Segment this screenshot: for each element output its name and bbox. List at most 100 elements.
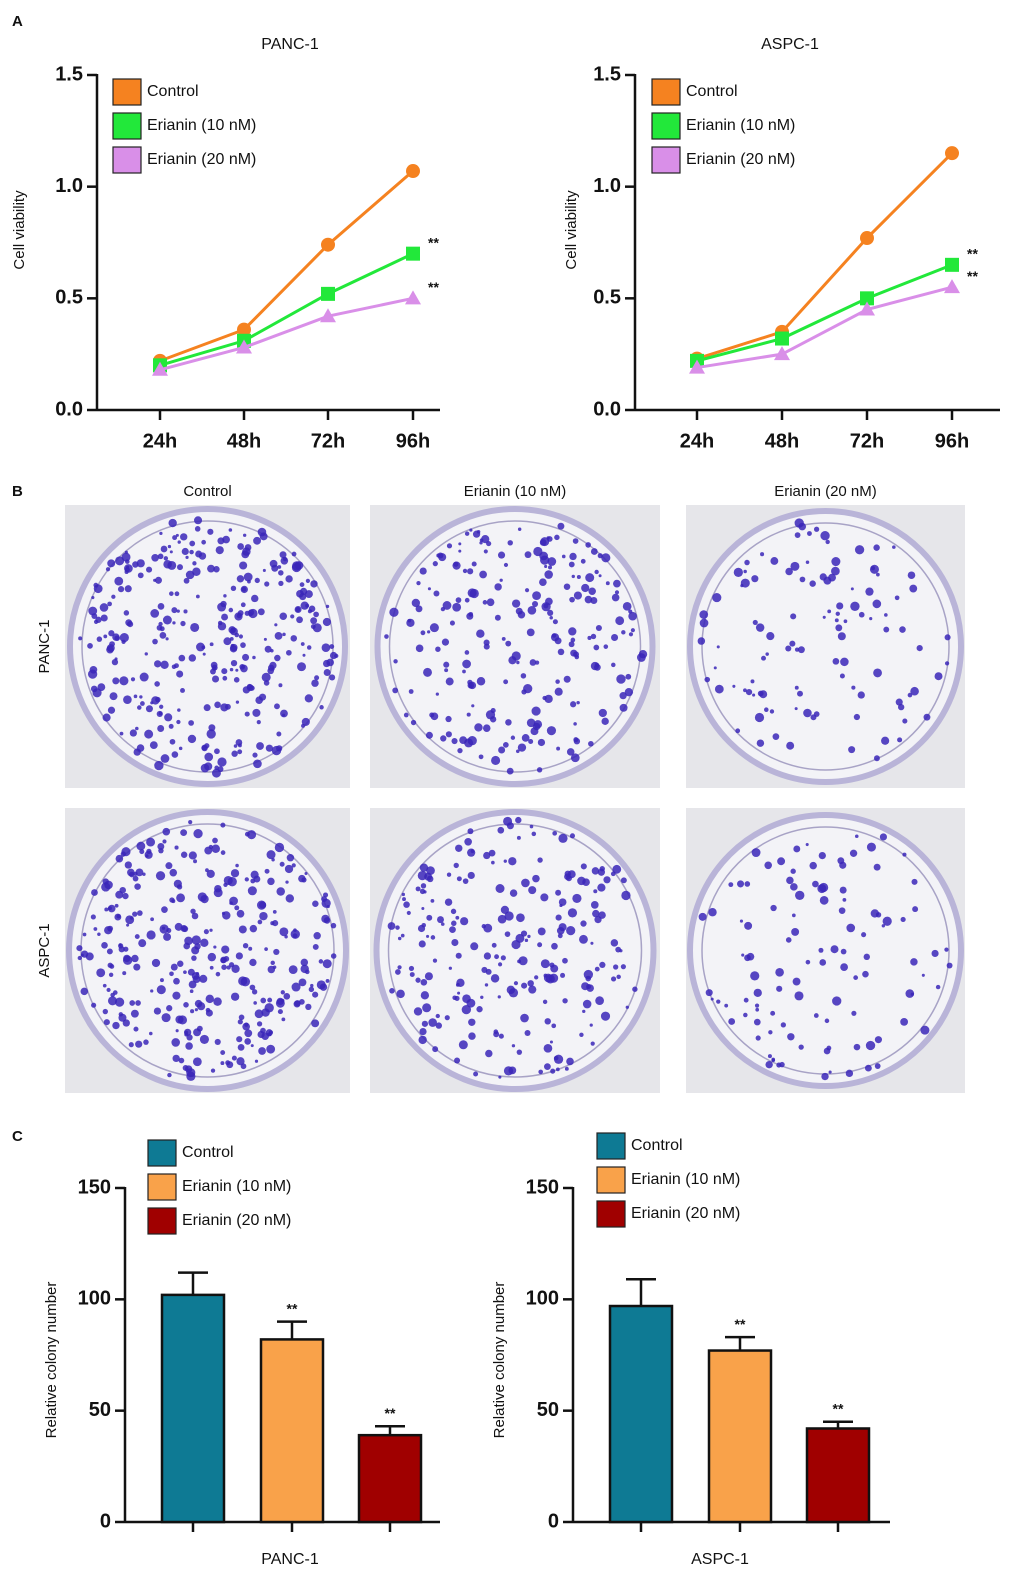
colony xyxy=(280,998,285,1003)
colony xyxy=(790,883,798,891)
colony xyxy=(213,566,220,573)
colony xyxy=(597,868,606,876)
colony xyxy=(167,544,172,549)
colony xyxy=(392,687,399,694)
colony xyxy=(555,914,562,921)
colony xyxy=(96,636,103,642)
colony xyxy=(212,837,218,844)
colony xyxy=(616,974,621,980)
series-line xyxy=(159,252,414,367)
colony xyxy=(150,609,160,618)
colony xyxy=(248,609,255,616)
colony xyxy=(76,945,83,952)
colony xyxy=(558,833,568,843)
colony xyxy=(455,597,462,603)
colony xyxy=(279,861,285,867)
colony xyxy=(119,676,129,686)
colony xyxy=(752,619,758,625)
colony xyxy=(200,938,209,948)
colony xyxy=(170,963,178,971)
y-axis-label: Cell viability xyxy=(563,190,580,270)
colony xyxy=(580,558,586,564)
colony xyxy=(97,683,106,692)
colony xyxy=(122,971,127,976)
colony xyxy=(417,924,426,933)
legend-swatch xyxy=(147,1207,177,1235)
colony xyxy=(256,900,267,910)
y-tick-label: 0.5 xyxy=(593,287,621,309)
panel-label: B xyxy=(12,483,23,500)
colony xyxy=(257,608,265,616)
colony xyxy=(585,975,592,982)
colony xyxy=(208,724,216,732)
colony xyxy=(765,652,769,656)
colony xyxy=(805,959,811,965)
colony xyxy=(240,642,246,648)
colony xyxy=(416,581,421,586)
colony xyxy=(795,890,805,901)
colony xyxy=(549,1040,553,1044)
colony xyxy=(479,570,487,579)
colony xyxy=(277,1009,283,1015)
colony xyxy=(184,1065,193,1073)
colony xyxy=(755,1007,760,1012)
row-label: PANC-1 xyxy=(36,620,53,674)
colony xyxy=(157,603,165,610)
colony xyxy=(194,999,203,1008)
colony xyxy=(115,890,124,899)
colony xyxy=(557,522,565,530)
colony xyxy=(288,965,298,975)
legend-label: Control xyxy=(631,1137,683,1154)
colony xyxy=(432,1046,439,1053)
colony xyxy=(467,871,475,880)
colony xyxy=(159,924,169,934)
colony xyxy=(590,901,599,909)
colony xyxy=(570,637,576,643)
marker xyxy=(406,164,420,179)
colony xyxy=(464,837,472,846)
colony-photo xyxy=(370,808,660,1093)
colony xyxy=(555,889,562,896)
colony xyxy=(740,584,744,588)
colony xyxy=(242,942,249,949)
colony xyxy=(569,833,576,839)
colony xyxy=(516,1049,523,1055)
colony xyxy=(612,864,622,874)
legend-swatch xyxy=(651,146,681,174)
colony xyxy=(204,752,214,762)
colony xyxy=(920,1025,930,1035)
colony xyxy=(415,886,421,892)
colony xyxy=(171,1038,180,1047)
colony xyxy=(899,626,906,633)
colony xyxy=(510,735,516,740)
colony xyxy=(228,607,234,613)
colony xyxy=(515,816,522,824)
colony xyxy=(249,685,255,691)
bar xyxy=(608,1304,674,1524)
colony xyxy=(161,906,168,913)
colony xyxy=(322,617,332,627)
colony xyxy=(169,591,174,596)
colony xyxy=(464,531,470,536)
colony xyxy=(234,632,240,638)
colony xyxy=(230,992,240,1001)
colony xyxy=(528,739,534,745)
colony xyxy=(211,844,220,853)
colony xyxy=(467,568,474,575)
colony xyxy=(540,537,550,547)
colony xyxy=(517,527,522,531)
colony xyxy=(570,649,578,657)
colony xyxy=(257,1030,265,1039)
dish xyxy=(67,506,348,787)
colony xyxy=(176,609,180,613)
colony xyxy=(168,723,174,729)
colony xyxy=(207,952,217,962)
colony xyxy=(134,883,141,890)
colony xyxy=(192,975,201,984)
significance: ** xyxy=(428,279,439,295)
colony xyxy=(251,989,258,995)
colony xyxy=(237,1043,245,1051)
colony xyxy=(211,768,221,778)
colony xyxy=(238,1014,245,1021)
x-axis-label: ASPC-1 xyxy=(691,1551,749,1568)
